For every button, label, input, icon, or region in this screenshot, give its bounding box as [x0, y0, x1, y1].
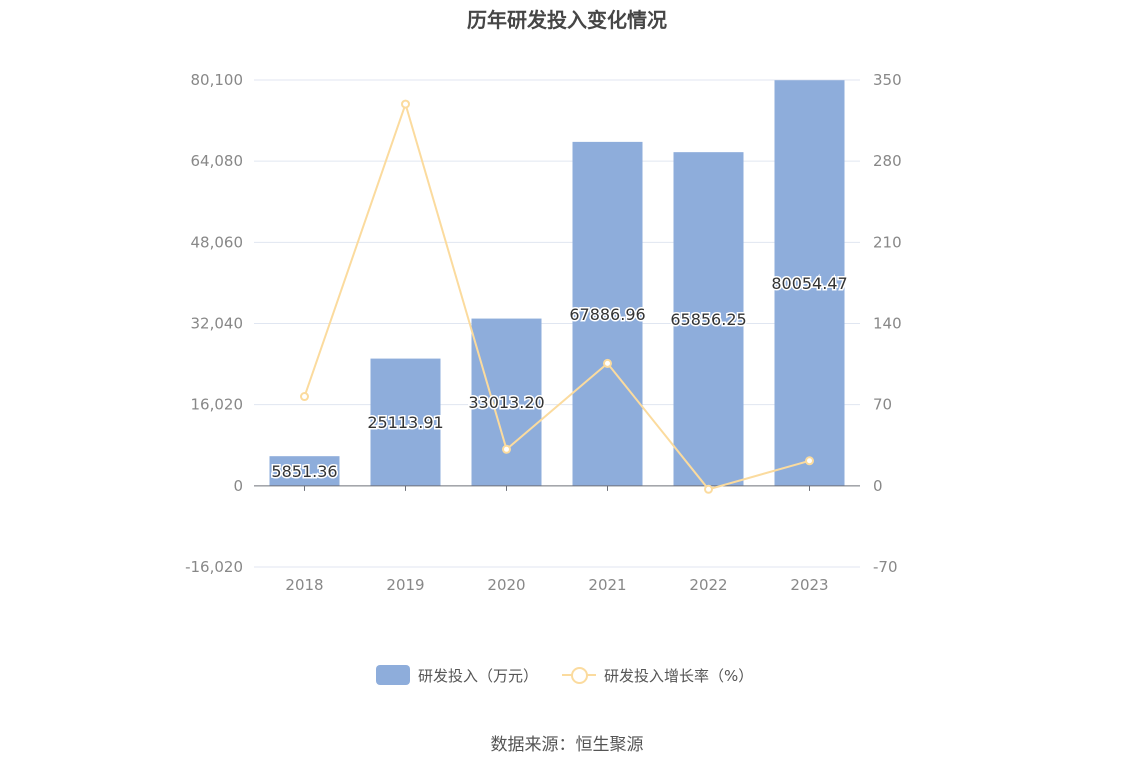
- bar-data-label: 65856.25: [670, 310, 746, 329]
- data-source-note: 数据来源：恒生聚源: [490, 735, 644, 755]
- chart-title: 历年研发投入变化情况: [467, 8, 667, 32]
- y-left-tick-label: 64,080: [191, 152, 244, 170]
- bar: [269, 456, 340, 486]
- y-left-tick-label: -16,020: [185, 558, 243, 576]
- bar: [572, 141, 643, 486]
- x-tick-label: 2018: [285, 576, 323, 594]
- growth-rate-point: [805, 456, 814, 466]
- growth-rate-point: [502, 444, 511, 454]
- bar-data-label: 33013.20: [468, 393, 544, 412]
- bar-data-label: 80054.47: [771, 274, 847, 293]
- x-tick-label: 2022: [689, 576, 727, 594]
- bar: [774, 80, 845, 486]
- bar: [370, 358, 441, 486]
- y-left-tick-label: 80,100: [191, 71, 244, 89]
- y-left-tick-label: 32,040: [191, 315, 244, 333]
- y-right-tick-label: -70: [873, 558, 898, 576]
- y-right-tick-label: 350: [873, 71, 902, 89]
- growth-rate-line: [303, 100, 810, 491]
- legend-label-rd-investment: 研发投入（万元）: [418, 666, 539, 685]
- y-right-tick-label: 140: [873, 315, 902, 333]
- growth-rate-point: [603, 358, 612, 368]
- x-tick-label: 2021: [588, 576, 626, 594]
- bar: [471, 318, 542, 486]
- y-left-tick-label: 0: [233, 477, 243, 495]
- legend-label-growth-rate: 研发投入增长率（%）: [604, 666, 754, 685]
- x-tick-label: 2019: [386, 576, 424, 594]
- bar-data-label: 5851.36: [271, 462, 337, 481]
- growth-rate-point: [401, 99, 410, 109]
- x-tick-label: 2023: [790, 576, 828, 594]
- x-tick-label: 2020: [487, 576, 525, 594]
- legend-bar-swatch: [376, 665, 410, 685]
- y-right-tick-label: 280: [873, 152, 902, 170]
- chart-legend: 研发投入（万元） 研发投入增长率（%）: [376, 663, 777, 687]
- y-left-tick-label: 48,060: [191, 233, 244, 251]
- legend-item-growth-rate[interactable]: 研发投入增长率（%）: [562, 665, 753, 686]
- bar: [673, 152, 744, 486]
- chart-plot: -16,020 0 16,020 32,040 48,060 64,080 80,100 -7…: [185, 71, 902, 594]
- legend-line-swatch: [562, 665, 597, 685]
- y-right-tick-label: 70: [873, 396, 892, 414]
- y-left-tick-label: 16,020: [191, 396, 244, 414]
- y-right-tick-label: 0: [873, 477, 883, 495]
- growth-rate-point: [704, 484, 713, 494]
- y-right-tick-label: 210: [873, 233, 902, 251]
- growth-rate-point: [300, 392, 309, 402]
- bar-data-label: 67886.96: [569, 305, 645, 324]
- bar-data-label: 25113.91: [367, 413, 443, 432]
- legend-item-rd-investment[interactable]: 研发投入（万元）: [376, 665, 538, 686]
